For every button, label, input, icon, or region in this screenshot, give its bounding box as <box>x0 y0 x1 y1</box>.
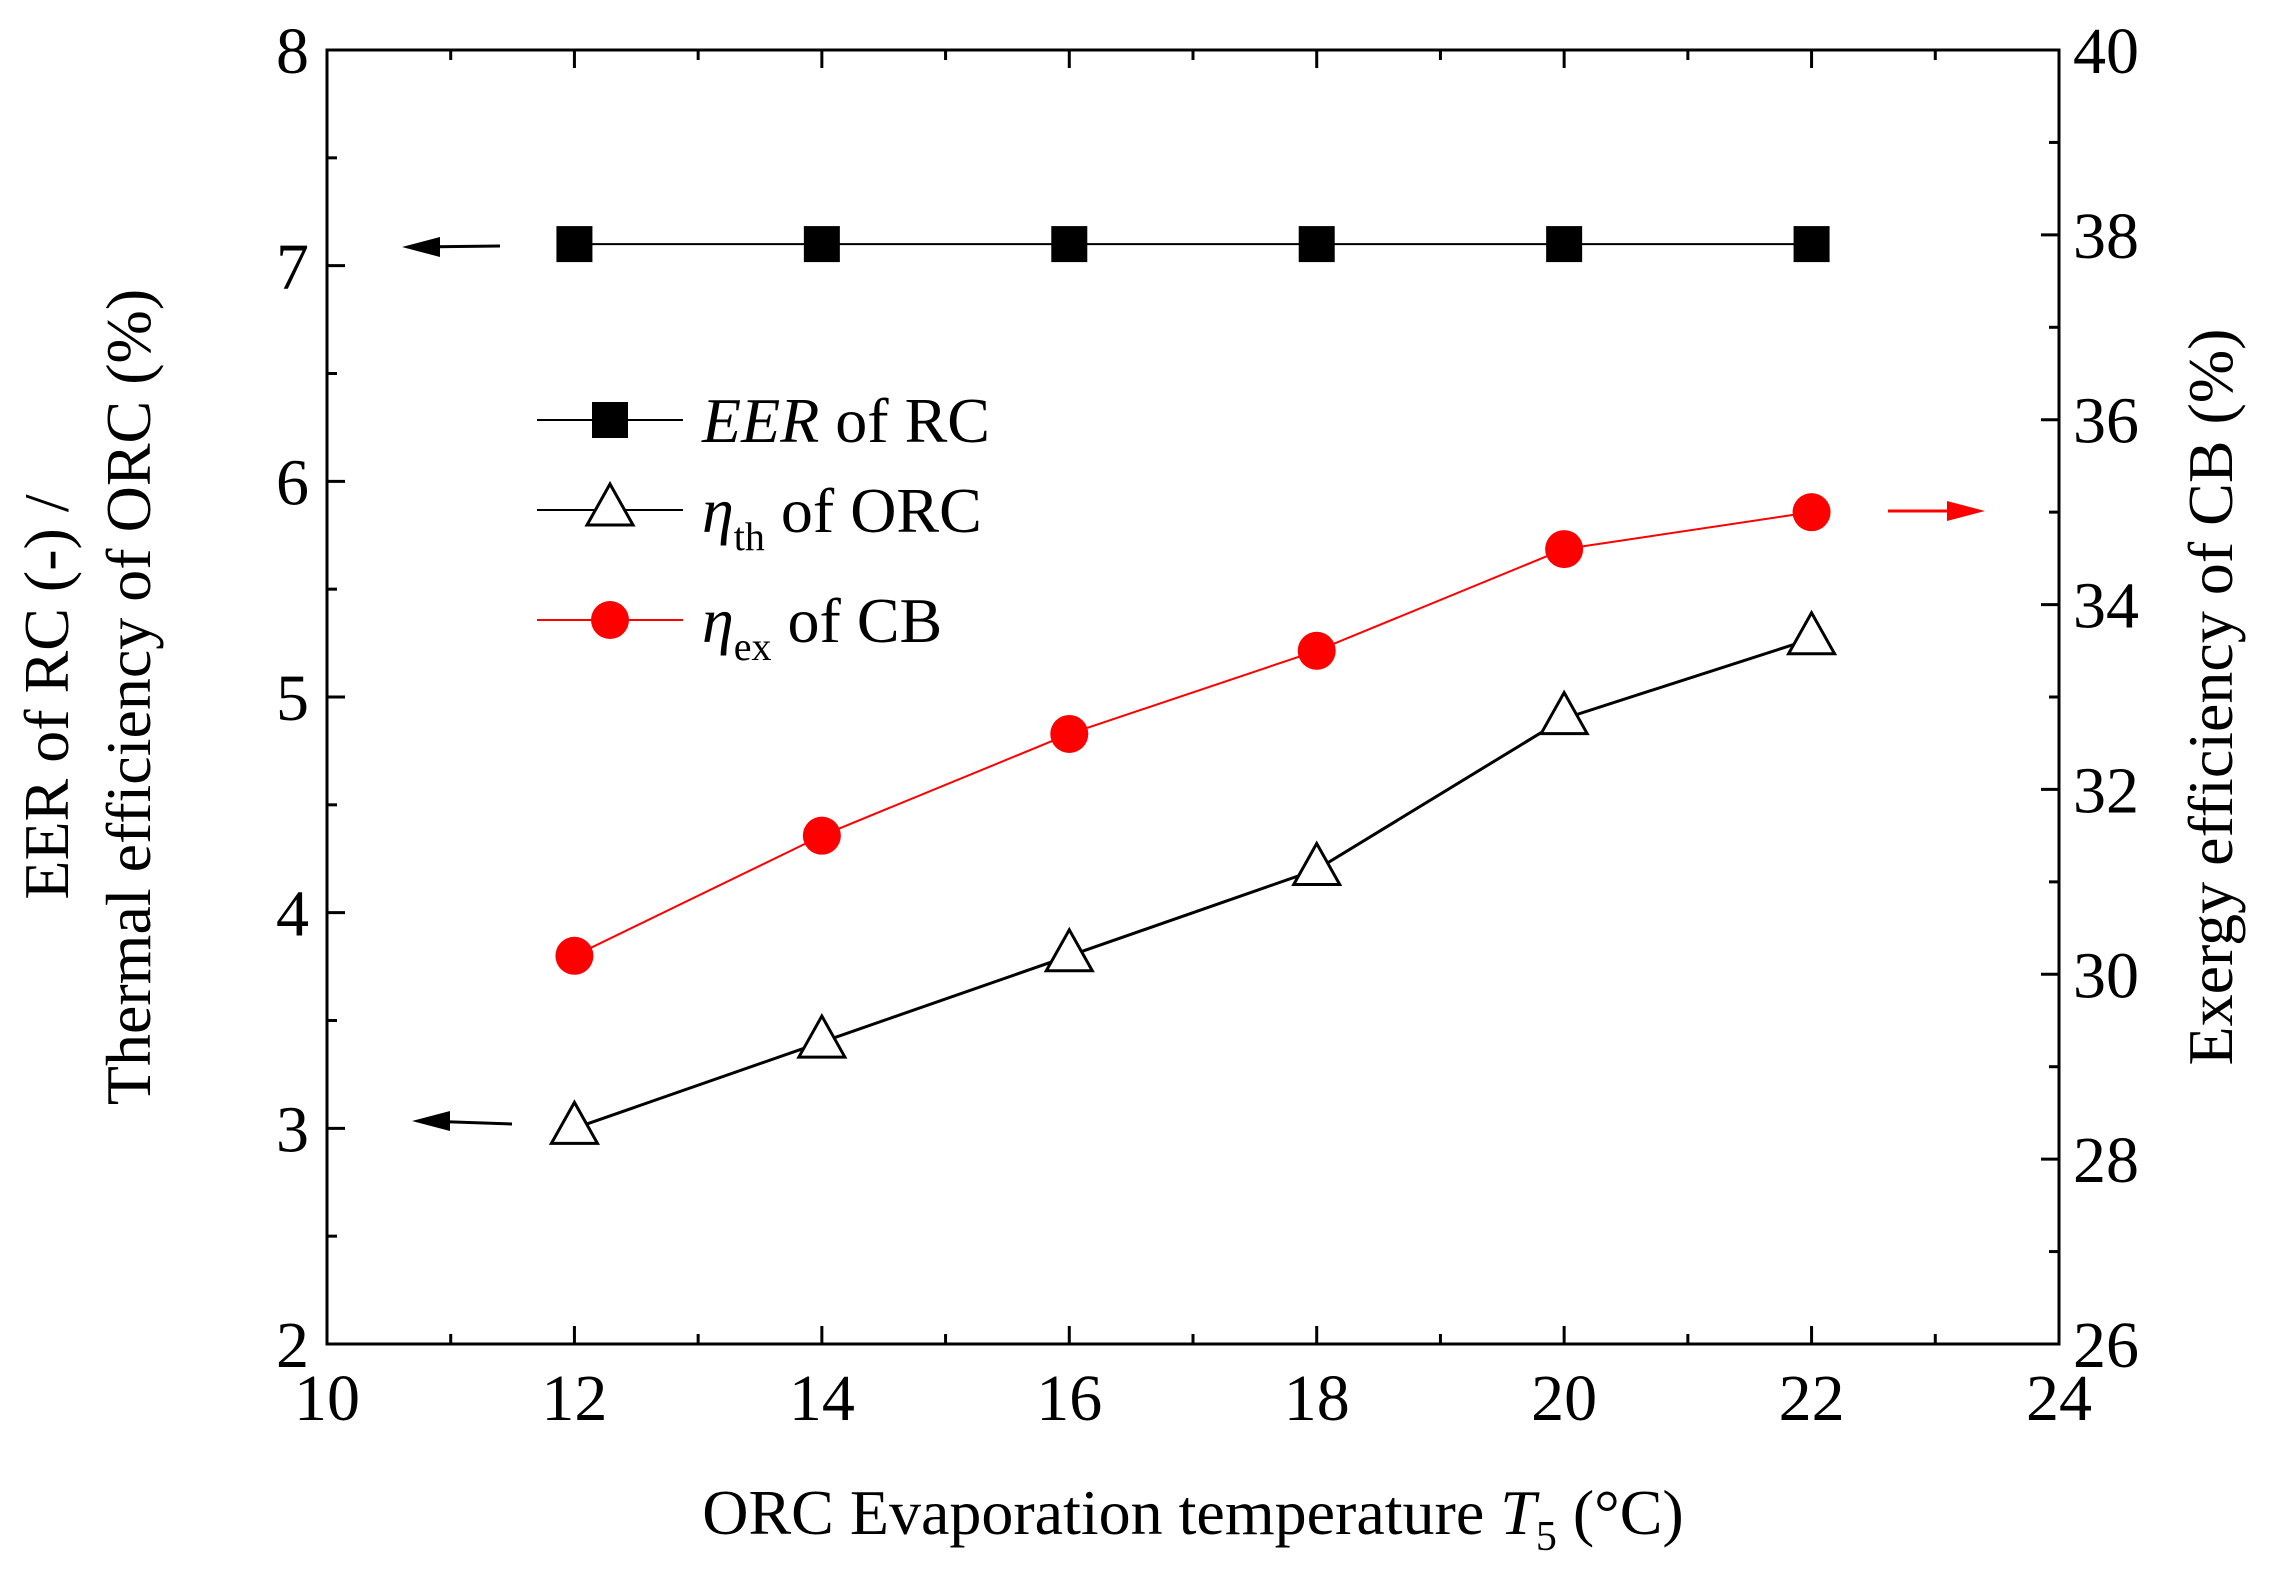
legend-label-symbol: EER <box>701 385 819 456</box>
legend-item-eer: EER of RC <box>537 385 990 456</box>
x-tick-label: 16 <box>1036 1362 1102 1435</box>
y-right-tick-label: 30 <box>2073 939 2139 1012</box>
legend-label-rest: of RC <box>819 385 990 456</box>
x-axis-title-var: T <box>1500 1477 1540 1548</box>
series-layer <box>548 226 1838 1145</box>
series-eta_th <box>548 609 1838 1145</box>
x-axis-title: ORC Evaporation temperature T5 (°C) <box>702 1477 1683 1560</box>
legend-label-subscript: th <box>734 514 765 559</box>
data-point-eta_th <box>1043 926 1095 973</box>
y-left-axis-title-line1: EER of RC (-) / <box>11 494 82 900</box>
y-left-axis-title-line2: Thermal efficiency of ORC (%) <box>93 289 164 1105</box>
legend-label-eta_ex: ηex of CB <box>702 585 942 669</box>
series-eta_ex <box>555 493 1831 975</box>
y-right-tick-label: 26 <box>2073 1309 2139 1382</box>
y-right-axis-title: Exergy efficiency of CB (%) <box>2175 329 2246 1066</box>
y-left-tick-label: 3 <box>276 1093 309 1166</box>
eta-th-left-axis-arrowhead <box>412 1111 450 1131</box>
legend-marker-eta_ex <box>591 601 629 639</box>
legend-label-eer: EER of RC <box>701 385 990 456</box>
data-point-eer <box>803 226 840 263</box>
eta-ex-right-axis-arrowhead <box>1947 501 1985 521</box>
data-point-eer <box>556 226 593 263</box>
legend-label-subscript: ex <box>734 624 772 669</box>
legend-marker-eer <box>592 402 628 438</box>
series-eer <box>556 226 1830 263</box>
x-tick-label: 24 <box>2026 1362 2092 1435</box>
y-right-tick-label: 40 <box>2073 15 2139 88</box>
y-left-tick-label: 6 <box>276 446 309 519</box>
data-point-eta_ex <box>1545 530 1584 569</box>
legend-label-symbol: η <box>702 585 734 656</box>
x-tick-label: 10 <box>294 1362 360 1435</box>
data-point-eta_th <box>1786 609 1838 656</box>
y-left-tick-label: 4 <box>276 878 309 951</box>
y-right-tick-label: 36 <box>2073 385 2139 458</box>
x-tick-label: 20 <box>1531 1362 1597 1435</box>
x-tick-label: 14 <box>789 1362 855 1435</box>
y-left-tick-label: 8 <box>276 15 309 88</box>
legend-label-symbol: η <box>702 475 734 546</box>
y-right-tick-label: 38 <box>2073 200 2139 273</box>
y-right-tick-label: 34 <box>2073 570 2139 643</box>
x-tick-label: 18 <box>1284 1362 1350 1435</box>
legend-label-eta_th: ηth of ORC <box>702 475 982 559</box>
data-point-eer <box>1793 226 1830 263</box>
data-point-eta_th <box>1291 840 1343 887</box>
legend-label-rest: of ORC <box>765 475 982 546</box>
legend-marker-eta_th <box>584 480 636 527</box>
axes-layer: 10 12 14 16 18 20 22 2423456782628303234363840O… <box>11 15 2246 1560</box>
eer-left-axis-arrowhead <box>402 237 440 257</box>
y-right-tick-label: 32 <box>2073 754 2139 827</box>
data-point-eta_th <box>1538 689 1590 736</box>
series-line-eta_th <box>573 637 1813 1130</box>
data-point-eta_ex <box>555 936 594 975</box>
legend-label-rest: of CB <box>772 585 943 656</box>
x-tick-label: 12 <box>541 1362 607 1435</box>
x-axis-title-unit: (°C) <box>1557 1477 1684 1548</box>
data-point-eta_ex <box>1792 493 1831 532</box>
data-point-eer <box>1298 226 1335 263</box>
data-point-eta_th <box>548 1099 600 1145</box>
data-point-eta_ex <box>1050 714 1089 753</box>
y-left-tick-label: 2 <box>276 1309 309 1382</box>
series-line-eta_ex <box>573 511 1812 957</box>
y-right-tick-label: 28 <box>2073 1124 2139 1197</box>
x-tick-label: 22 <box>1779 1362 1845 1435</box>
data-point-eta_th <box>796 1013 848 1059</box>
legend-item-eta_ex: ηex of CB <box>537 585 942 669</box>
y-left-tick-label: 7 <box>276 231 309 304</box>
x-axis-title-sub: 5 <box>1536 1514 1557 1560</box>
data-point-eta_ex <box>802 816 841 855</box>
data-point-eer <box>1051 226 1088 263</box>
x-axis-title-text: ORC Evaporation temperature <box>702 1477 1500 1548</box>
y-left-tick-label: 5 <box>276 662 309 735</box>
axis-indicator-arrows <box>402 237 1985 1131</box>
legend-item-eta_th: ηth of ORC <box>537 475 982 559</box>
data-point-eer <box>1546 226 1583 263</box>
data-point-eta_ex <box>1297 631 1336 670</box>
